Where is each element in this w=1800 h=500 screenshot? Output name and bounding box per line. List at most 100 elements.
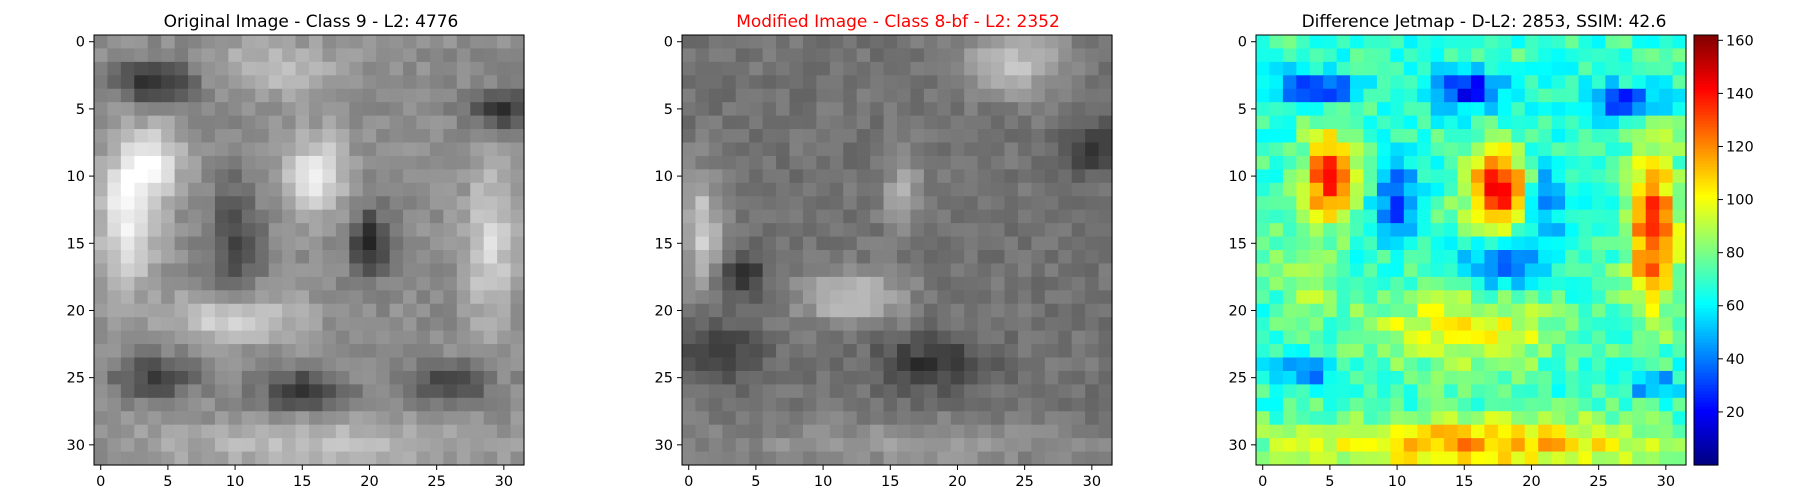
heatmap-cell [884, 290, 898, 304]
heatmap-cell [1673, 317, 1687, 331]
heatmap-cell [228, 89, 242, 103]
heatmap-cell [897, 290, 911, 304]
heatmap-cell [1005, 290, 1019, 304]
heatmap-cell [1350, 169, 1364, 183]
heatmap-cell [1484, 331, 1498, 345]
heatmap-cell [1310, 317, 1324, 331]
heatmap-cell [803, 89, 817, 103]
heatmap-cell [1377, 398, 1391, 412]
heatmap-cell [736, 290, 750, 304]
heatmap-cell [884, 62, 898, 76]
heatmap-cell [1099, 250, 1113, 264]
heatmap-cell [497, 35, 511, 49]
heatmap-cell [803, 169, 817, 183]
heatmap-cell [1085, 102, 1099, 116]
heatmap-cell [255, 263, 269, 277]
heatmap-cell [1417, 183, 1431, 197]
heatmap-cell [1072, 143, 1086, 157]
heatmap-cell [188, 116, 202, 130]
heatmap-cell [417, 384, 431, 398]
heatmap-cell [776, 277, 790, 291]
heatmap-cell [682, 237, 696, 251]
heatmap-cell [1269, 237, 1283, 251]
heatmap-cell [363, 89, 377, 103]
heatmap-cell [443, 35, 457, 49]
heatmap-cell [964, 35, 978, 49]
heatmap-cell [1350, 425, 1364, 439]
heatmap-cell [1484, 196, 1498, 210]
heatmap-cell [1404, 48, 1418, 62]
heatmap-cell [94, 237, 108, 251]
heatmap-cell [816, 169, 830, 183]
heatmap-cell [1605, 143, 1619, 157]
y-tick-label: 0 [76, 35, 85, 51]
heatmap-cell [843, 75, 857, 89]
heatmap-cell [736, 210, 750, 224]
heatmap-cell [121, 304, 135, 318]
heatmap-cell [269, 196, 283, 210]
heatmap-cell [1099, 411, 1113, 425]
heatmap-cell [816, 183, 830, 197]
heatmap-cell [148, 263, 162, 277]
heatmap-cell [1085, 344, 1099, 358]
heatmap-cell [1646, 304, 1660, 318]
heatmap-cell [1498, 371, 1512, 385]
heatmap-cell [443, 116, 457, 130]
heatmap-cell [1579, 116, 1593, 130]
heatmap-cell [1659, 143, 1673, 157]
heatmap-cell [1659, 237, 1673, 251]
heatmap-cell [94, 411, 108, 425]
heatmap-cell [1072, 62, 1086, 76]
heatmap-cell [175, 102, 189, 116]
heatmap-cell [497, 398, 511, 412]
heatmap-cell [1579, 398, 1593, 412]
heatmap-cell [1031, 344, 1045, 358]
heatmap-cell [1045, 210, 1059, 224]
heatmap-cell [349, 425, 363, 439]
heatmap-cell [1364, 116, 1378, 130]
heatmap-cell [1269, 411, 1283, 425]
heatmap-cell [1659, 438, 1673, 452]
heatmap-cell [322, 371, 336, 385]
heatmap-cell [790, 89, 804, 103]
heatmap-cell [511, 156, 525, 170]
heatmap-cell [282, 384, 296, 398]
heatmap-cell [682, 35, 696, 49]
heatmap-cell [816, 344, 830, 358]
heatmap-cell [803, 398, 817, 412]
heatmap-cell [1579, 425, 1593, 439]
heatmap-cell [763, 169, 777, 183]
heatmap-cell [1538, 317, 1552, 331]
heatmap-cell [134, 411, 148, 425]
heatmap-cell [1632, 210, 1646, 224]
heatmap-cell [242, 75, 256, 89]
heatmap-cell [830, 210, 844, 224]
heatmap-cell [1646, 102, 1660, 116]
heatmap-cell [857, 210, 871, 224]
heatmap-cell [175, 143, 189, 157]
heatmap-cell [255, 156, 269, 170]
heatmap-cell [1579, 438, 1593, 452]
heatmap-cell [1099, 143, 1113, 157]
heatmap-cell [1498, 35, 1512, 49]
heatmap-cell [1471, 35, 1485, 49]
heatmap-cell [497, 62, 511, 76]
y-tick-label: 15 [67, 236, 85, 252]
heatmap-cell [1031, 452, 1045, 466]
heatmap-cell [443, 250, 457, 264]
heatmap-cell [390, 116, 404, 130]
heatmap-cell [1592, 331, 1606, 345]
heatmap-cell [776, 102, 790, 116]
heatmap-cell [884, 237, 898, 251]
heatmap-cell [161, 48, 175, 62]
heatmap-cell [497, 344, 511, 358]
heatmap-cell [121, 196, 135, 210]
heatmap-cell [1444, 48, 1458, 62]
heatmap-cell [1673, 398, 1687, 412]
heatmap-cell [843, 411, 857, 425]
heatmap-cell [376, 48, 390, 62]
heatmap-cell [1525, 156, 1539, 170]
heatmap-cell [1085, 317, 1099, 331]
heatmap-cell [695, 183, 709, 197]
heatmap-cell [1458, 169, 1472, 183]
